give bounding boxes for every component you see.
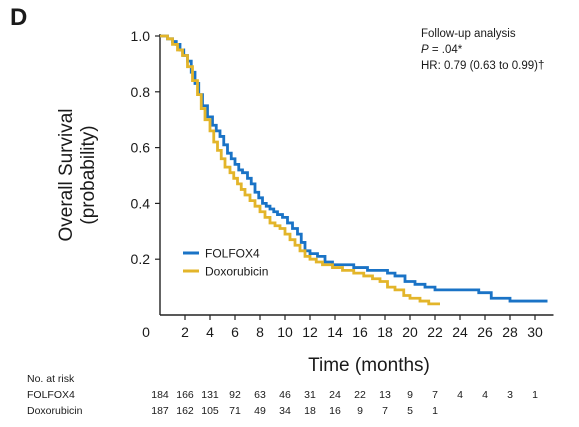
at-risk-cell: 22: [354, 389, 366, 401]
x-tick-label: 6: [231, 324, 239, 340]
at-risk-cell: 184: [151, 389, 169, 401]
p-value-text: = .04*: [428, 44, 463, 56]
annotation-p-value: P = .04*: [421, 42, 462, 58]
at-risk-cell: 34: [279, 405, 291, 417]
at-risk-cell: 13: [379, 389, 391, 401]
x-tick-label: 30: [527, 324, 543, 340]
at-risk-cell: 9: [357, 405, 363, 417]
at-risk-title: No. at risk: [27, 373, 75, 385]
at-risk-label-folfox4: FOLFOX4: [27, 389, 75, 401]
x-tick-label: 26: [477, 324, 493, 340]
x-tick-label: 24: [452, 324, 468, 340]
x-tick-label: 10: [277, 324, 293, 340]
at-risk-label-doxorubicin: Doxorubicin: [27, 405, 83, 417]
at-risk-cell: 16: [329, 405, 341, 417]
annotation-title: Follow-up analysis: [421, 28, 516, 40]
at-risk-cell: 46: [279, 389, 291, 401]
x-tick-label: 18: [377, 324, 393, 340]
y-tick-label: 0.2: [131, 251, 151, 267]
annotation-hazard-ratio: HR: 0.79 (0.63 to 0.99)†: [421, 60, 545, 72]
at-risk-cell: 187: [151, 405, 169, 417]
at-risk-cell: 49: [254, 405, 266, 417]
at-risk-cell: 3: [507, 389, 513, 401]
at-risk-cell: 166: [176, 389, 194, 401]
at-risk-cell: 24: [329, 389, 341, 401]
y-tick-label: 0.8: [131, 84, 151, 100]
y-axis-label-line: Overall Survival: [56, 108, 77, 241]
at-risk-cell: 4: [482, 389, 488, 401]
curve-doxorubicin: [160, 34, 440, 306]
legend-label-doxorubicin: Doxorubicin: [205, 265, 268, 279]
p-symbol: P: [421, 44, 429, 56]
x-tick-label: 2: [181, 324, 189, 340]
x-tick-label: 0: [142, 324, 150, 340]
chart-axes: 0.20.40.60.81.00 2 4 6 8 10 12 14 16 18 20 22 24 26 28…: [56, 28, 554, 376]
at-risk-cell: 4: [457, 389, 463, 401]
at-risk-cell: 162: [176, 405, 194, 417]
y-tick-label: 0.6: [131, 140, 151, 156]
curve-folfox4: [160, 34, 548, 303]
y-tick-label: 1.0: [131, 28, 151, 44]
at-risk-cell: 105: [201, 405, 219, 417]
at-risk-cell: 63: [254, 389, 266, 401]
at-risk-cell: 7: [382, 405, 388, 417]
chart-curves: [160, 34, 548, 306]
x-tick-label: 4: [206, 324, 214, 340]
at-risk-cell: 5: [407, 405, 413, 417]
x-tick-label: 14: [327, 324, 343, 340]
at-risk-cell: 9: [407, 389, 413, 401]
at-risk-cell: 18: [304, 405, 316, 417]
at-risk-cell: 92: [229, 389, 241, 401]
legend-label-folfox4: FOLFOX4: [205, 247, 260, 261]
y-tick-label: 0.4: [131, 195, 151, 211]
x-tick-label: 22: [427, 324, 443, 340]
x-tick-label: 28: [502, 324, 518, 340]
at-risk-cell: 31: [304, 389, 316, 401]
y-axis-label: Overall Survival(probability): [56, 108, 99, 241]
at-risk-cell: 1: [432, 405, 438, 417]
at-risk-cell: 131: [201, 389, 219, 401]
x-tick-label: 12: [302, 324, 318, 340]
x-tick-label: 8: [256, 324, 264, 340]
y-axis-label-line: (probability): [78, 125, 99, 224]
panel-label: D: [10, 4, 28, 31]
x-tick-label: 16: [352, 324, 368, 340]
at-risk-cell: 1: [532, 389, 538, 401]
chart-legend: FOLFOX4 Doxorubicin: [183, 247, 268, 279]
x-tick-label: 20: [402, 324, 418, 340]
at-risk-cell: 7: [432, 389, 438, 401]
at-risk-cell: 71: [229, 405, 241, 417]
x-axis-label: Time (months): [308, 355, 430, 376]
